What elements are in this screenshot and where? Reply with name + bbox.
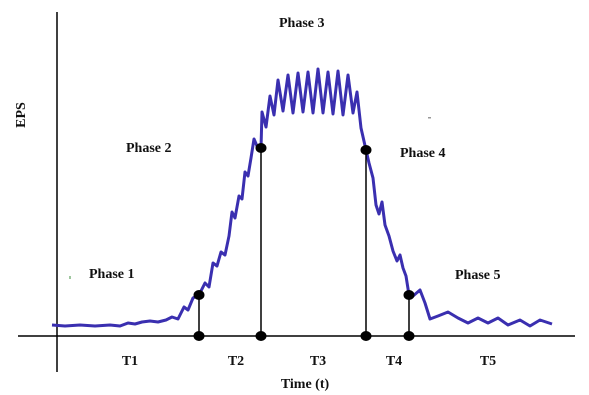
- phase-label-4: Phase 4: [400, 146, 446, 161]
- axis-marker-3: [360, 331, 372, 341]
- axis-marker-1: [193, 331, 205, 341]
- axis-marker-4: [403, 331, 415, 341]
- curve-marker-1: [193, 290, 205, 300]
- x-axis-title: Time (t): [281, 377, 330, 392]
- interval-label-t4: T4: [386, 354, 402, 369]
- curve-marker-3: [360, 145, 372, 155]
- speck-2: [428, 117, 431, 119]
- curve-marker-2: [255, 143, 267, 153]
- curve-marker-4: [403, 290, 415, 300]
- axis-marker-2: [255, 331, 267, 341]
- speck-1: [69, 276, 71, 279]
- interval-label-t1: T1: [122, 354, 138, 369]
- eps-curve: [51, 67, 553, 328]
- interval-label-t3: T3: [310, 354, 326, 369]
- phase-label-1: Phase 1: [89, 267, 135, 282]
- phase-label-2: Phase 2: [126, 141, 172, 156]
- phase-label-3: Phase 3: [279, 16, 325, 31]
- y-axis-title: EPS: [14, 102, 29, 128]
- interval-label-t5: T5: [480, 354, 496, 369]
- interval-label-t2: T2: [228, 354, 244, 369]
- phase-label-5: Phase 5: [455, 268, 501, 283]
